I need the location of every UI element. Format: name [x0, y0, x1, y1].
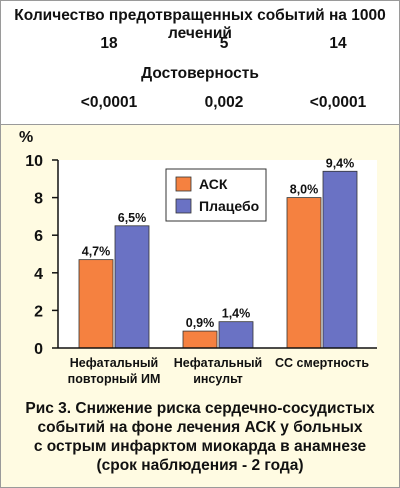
y-tick-label: 8: [34, 191, 43, 208]
category-label: повторный ИМ: [68, 372, 161, 386]
significance-value: <0,0001: [80, 94, 138, 111]
category-label: Нефатальный: [70, 356, 158, 370]
category-label: СС смертность: [275, 356, 369, 370]
figure-caption: Рис 3. Снижение риска сердечно-сосудисты…: [1, 399, 399, 475]
events-title: Количество предотвращенных событий на 10…: [14, 7, 386, 42]
data-label: 8,0%: [290, 183, 319, 197]
bar-chart: % 0 2 4 6 8 10 4,7% 0,9% 8,0% 6,5% 1,4% 9,4% Нефаталь…: [19, 129, 377, 386]
bar: [322, 170, 358, 349]
legend-swatch: [175, 176, 192, 192]
legend-label: АСК: [199, 176, 228, 192]
bar: [218, 321, 254, 349]
bar: [286, 197, 322, 349]
y-axis-label: %: [19, 129, 33, 146]
y-tick-label: 6: [34, 228, 43, 245]
category-label: инсульт: [193, 372, 243, 386]
bar: [78, 259, 114, 349]
category-label: Нефатальный: [174, 356, 262, 370]
y-tick-label: 2: [34, 303, 43, 320]
significance-title: Достоверность: [141, 65, 259, 82]
caption-line: (срок наблюдения - 2 года): [96, 457, 304, 474]
events-value: 14: [329, 35, 347, 52]
y-tick-label: 4: [34, 266, 43, 283]
caption-line: Рис 3. Снижение риска сердечно-сосудисты…: [25, 400, 375, 417]
y-tick-label: 0: [34, 341, 43, 358]
significance-value: 0,002: [204, 94, 244, 111]
caption-line: с острым инфарктом миокарда в анамнезе: [33, 438, 367, 455]
summary-table: Количество предотвращенных событий на 10…: [1, 1, 399, 124]
data-label: 6,5%: [118, 211, 147, 225]
legend-label: Плацебо: [199, 198, 259, 214]
events-value: 5: [219, 35, 229, 52]
bar: [182, 330, 218, 349]
significance-value: <0,0001: [309, 94, 367, 111]
bar: [114, 225, 150, 349]
legend-swatch: [175, 198, 192, 214]
data-label: 0,9%: [186, 316, 215, 330]
events-value: 18: [100, 35, 118, 52]
data-label: 9,4%: [326, 156, 355, 170]
chart-panel: % 0 2 4 6 8 10 4,7% 0,9% 8,0% 6,5% 1,4% 9,4% Нефаталь…: [1, 125, 399, 487]
data-label: 1,4%: [222, 307, 251, 321]
data-label: 4,7%: [82, 245, 111, 259]
divider: [1, 124, 399, 125]
y-tick-label: 10: [25, 153, 43, 170]
caption-line: событий на фоне лечения АСК у больных: [37, 419, 363, 436]
